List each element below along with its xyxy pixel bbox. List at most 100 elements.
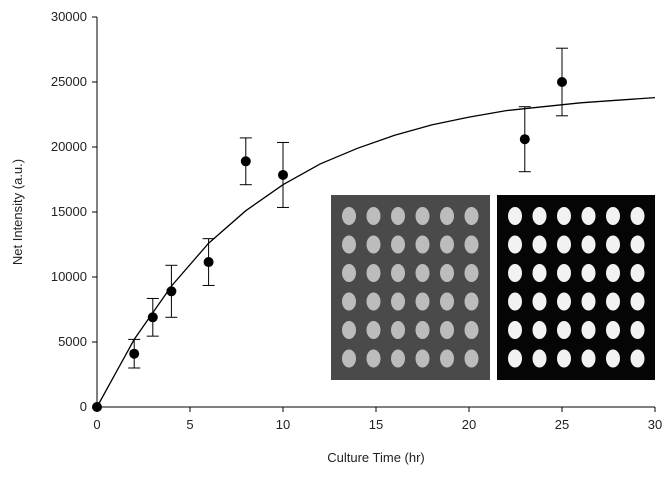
spot: [581, 264, 596, 282]
y-tick-label: 15000: [51, 204, 87, 219]
spot: [557, 264, 571, 282]
y-tick-label: 5000: [58, 334, 87, 349]
spot: [342, 235, 356, 254]
spot: [630, 292, 645, 311]
spot: [464, 349, 479, 368]
spot: [440, 321, 454, 339]
spot: [415, 321, 430, 339]
spot: [464, 207, 479, 225]
fit-curve: [96, 96, 656, 408]
spot: [532, 235, 547, 254]
spot: [342, 349, 356, 368]
spot: [630, 321, 645, 339]
spot: [557, 235, 571, 254]
spot: [508, 349, 522, 368]
spot: [630, 235, 645, 254]
spot: [557, 321, 571, 339]
x-tick-label: 20: [462, 417, 476, 432]
spot: [464, 321, 479, 339]
x-tick-label: 25: [555, 417, 569, 432]
spot: [630, 207, 645, 225]
spot: [532, 349, 547, 368]
spot: [557, 292, 571, 311]
spot: [366, 207, 381, 225]
y-tick-label: 20000: [51, 139, 87, 154]
spot: [606, 349, 620, 368]
spot: [606, 207, 620, 225]
x-tick-label: 5: [186, 417, 193, 432]
spot: [440, 349, 454, 368]
spot: [440, 292, 454, 311]
x-tick-label: 10: [276, 417, 290, 432]
spot: [508, 235, 522, 254]
spot: [557, 207, 571, 225]
spot: [581, 349, 596, 368]
data-point: [129, 348, 140, 359]
inset-images: [331, 195, 655, 380]
spot: [366, 292, 381, 311]
x-tick-label: 15: [369, 417, 383, 432]
data-point: [557, 77, 567, 87]
spot: [557, 349, 571, 368]
spot: [366, 349, 381, 368]
spot: [630, 264, 645, 282]
spot: [532, 264, 547, 282]
data-point: [278, 169, 288, 180]
inset-gray-array: [331, 195, 490, 380]
spot: [391, 321, 405, 339]
spot: [342, 264, 356, 282]
spot: [581, 292, 596, 311]
spot: [366, 235, 381, 254]
spot: [508, 321, 522, 339]
spot: [606, 292, 620, 311]
spot: [581, 207, 596, 225]
spot: [508, 292, 522, 311]
data-point: [519, 134, 530, 145]
spot: [508, 264, 522, 282]
inset-dark-array: [497, 195, 655, 380]
spot: [581, 321, 596, 339]
spot: [391, 207, 405, 225]
spot: [581, 235, 596, 254]
spot: [391, 235, 405, 254]
spot: [391, 349, 405, 368]
spot: [532, 292, 547, 311]
spot: [391, 292, 405, 311]
spot: [366, 321, 381, 339]
spot: [391, 264, 405, 282]
y-tick-label: 10000: [51, 269, 87, 284]
spot: [440, 235, 454, 254]
spot: [606, 235, 620, 254]
spot: [415, 235, 430, 254]
spot: [508, 207, 522, 225]
spot: [440, 207, 454, 225]
y-tick-label: 0: [80, 399, 87, 414]
x-tick-label: 30: [648, 417, 662, 432]
spot: [464, 235, 479, 254]
data-point: [147, 312, 158, 323]
spot: [415, 349, 430, 368]
y-tick-label: 30000: [51, 9, 87, 24]
spot: [464, 264, 479, 282]
spot: [366, 264, 381, 282]
x-axis-label: Culture Time (hr): [327, 450, 425, 465]
spot: [342, 321, 356, 339]
spot: [606, 264, 620, 282]
spot: [606, 321, 620, 339]
spot: [415, 264, 430, 282]
spot: [464, 292, 479, 311]
y-tick-label: 25000: [51, 74, 87, 89]
data-point: [203, 257, 214, 268]
spot: [532, 321, 547, 339]
spot: [532, 207, 547, 225]
spot: [342, 292, 356, 311]
spot: [342, 207, 356, 225]
spot: [415, 207, 430, 225]
spot: [630, 349, 645, 368]
data-point: [240, 156, 251, 167]
spot: [415, 292, 430, 311]
x-tick-label: 0: [93, 417, 100, 432]
y-axis-label: Net Intensity (a.u.): [10, 159, 25, 265]
spot: [440, 264, 454, 282]
